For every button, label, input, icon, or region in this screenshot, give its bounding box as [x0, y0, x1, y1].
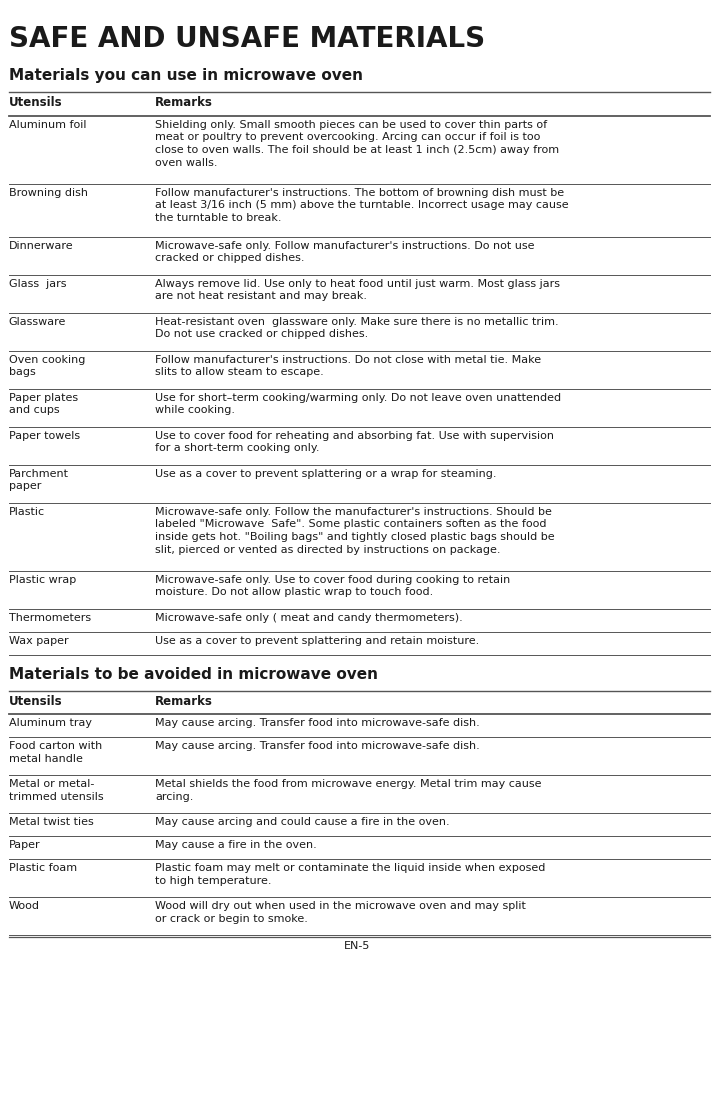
Text: Dinnerware: Dinnerware [9, 241, 74, 251]
Text: Always remove lid. Use only to heat food until just warm. Most glass jars
are no: Always remove lid. Use only to heat food… [155, 279, 560, 301]
Text: May cause arcing. Transfer food into microwave-safe dish.: May cause arcing. Transfer food into mic… [155, 719, 480, 729]
Text: Metal shields the food from microwave energy. Metal trim may cause
arcing.: Metal shields the food from microwave en… [155, 779, 541, 802]
Text: SAFE AND UNSAFE MATERIALS: SAFE AND UNSAFE MATERIALS [9, 25, 485, 52]
Text: Use to cover food for reheating and absorbing fat. Use with supervision
for a sh: Use to cover food for reheating and abso… [155, 431, 554, 453]
Text: Browning dish: Browning dish [9, 187, 88, 198]
Text: May cause a fire in the oven.: May cause a fire in the oven. [155, 840, 317, 850]
Text: Microwave-safe only. Follow the manufacturer's instructions. Should be
labeled ": Microwave-safe only. Follow the manufact… [155, 507, 555, 555]
Text: Follow manufacturer's instructions. Do not close with metal tie. Make
slits to a: Follow manufacturer's instructions. Do n… [155, 355, 541, 377]
Text: Wood: Wood [9, 902, 39, 912]
Text: Use for short–term cooking/warming only. Do not leave oven unattended
while cook: Use for short–term cooking/warming only.… [155, 393, 561, 415]
Text: Plastic foam: Plastic foam [9, 864, 76, 874]
Text: Shielding only. Small smooth pieces can be used to cover thin parts of
meat or p: Shielding only. Small smooth pieces can … [155, 119, 559, 169]
Text: Materials to be avoided in microwave oven: Materials to be avoided in microwave ove… [9, 666, 378, 682]
Text: Plastic foam may melt or contaminate the liquid inside when exposed
to high temp: Plastic foam may melt or contaminate the… [155, 864, 545, 886]
Text: Microwave-safe only. Use to cover food during cooking to retain
moisture. Do not: Microwave-safe only. Use to cover food d… [155, 575, 511, 597]
Text: Utensils: Utensils [9, 694, 62, 708]
Text: Wax paper: Wax paper [9, 636, 69, 646]
Text: Microwave-safe only. Follow manufacturer's instructions. Do not use
cracked or c: Microwave-safe only. Follow manufacturer… [155, 241, 535, 263]
Text: Use as a cover to prevent splattering or a wrap for steaming.: Use as a cover to prevent splattering or… [155, 469, 496, 479]
Text: Metal twist ties: Metal twist ties [9, 818, 94, 827]
Text: Wood will dry out when used in the microwave oven and may split
or crack or begi: Wood will dry out when used in the micro… [155, 902, 526, 924]
Text: May cause arcing and could cause a fire in the oven.: May cause arcing and could cause a fire … [155, 818, 450, 827]
Text: Microwave-safe only ( meat and candy thermometers).: Microwave-safe only ( meat and candy the… [155, 613, 463, 623]
Text: Glassware: Glassware [9, 317, 66, 327]
Text: Utensils: Utensils [9, 96, 62, 108]
Text: EN-5: EN-5 [344, 942, 370, 952]
Text: Aluminum tray: Aluminum tray [9, 719, 91, 729]
Text: Metal or metal-
trimmed utensils: Metal or metal- trimmed utensils [9, 779, 104, 802]
Text: Paper: Paper [9, 840, 40, 850]
Text: Food carton with
metal handle: Food carton with metal handle [9, 741, 102, 764]
Text: Use as a cover to prevent splattering and retain moisture.: Use as a cover to prevent splattering an… [155, 636, 479, 646]
Text: Remarks: Remarks [155, 694, 213, 708]
Text: May cause arcing. Transfer food into microwave-safe dish.: May cause arcing. Transfer food into mic… [155, 741, 480, 751]
Text: Remarks: Remarks [155, 96, 213, 108]
Text: Aluminum foil: Aluminum foil [9, 119, 86, 129]
Text: Follow manufacturer's instructions. The bottom of browning dish must be
at least: Follow manufacturer's instructions. The … [155, 187, 568, 223]
Text: Glass  jars: Glass jars [9, 279, 66, 289]
Text: Heat-resistant oven  glassware only. Make sure there is no metallic trim.
Do not: Heat-resistant oven glassware only. Make… [155, 317, 558, 339]
Text: Parchment
paper: Parchment paper [9, 469, 69, 491]
Text: Plastic: Plastic [9, 507, 45, 517]
Text: Plastic wrap: Plastic wrap [9, 575, 76, 585]
Text: Materials you can use in microwave oven: Materials you can use in microwave oven [9, 68, 363, 83]
Text: Paper plates
and cups: Paper plates and cups [9, 393, 78, 415]
Text: Oven cooking
bags: Oven cooking bags [9, 355, 85, 377]
Text: Paper towels: Paper towels [9, 431, 80, 441]
Text: Thermometers: Thermometers [9, 613, 91, 623]
